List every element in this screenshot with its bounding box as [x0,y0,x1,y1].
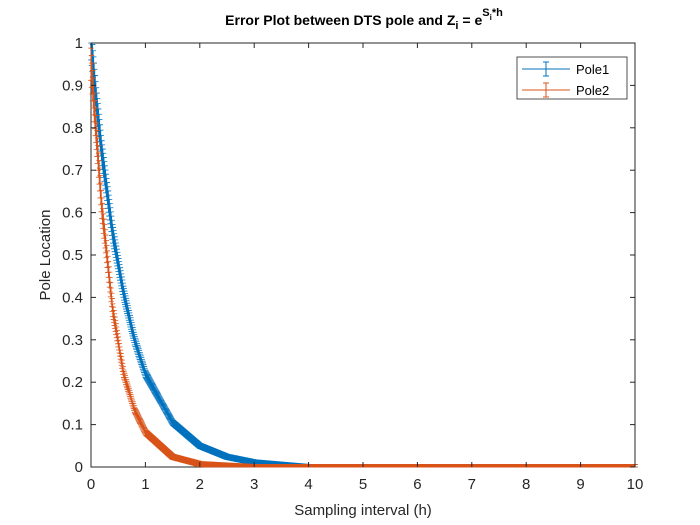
legend-item-pole1: Pole1 [522,61,609,77]
chart-title: Error Plot between DTS pole and Zi = eSi… [225,7,503,32]
y-tick-label: 0.4 [62,289,83,306]
error-bars [88,47,638,468]
y-axis-label: Pole Location [37,210,54,301]
x-tick-label: 1 [141,476,149,493]
y-tick-label: 0 [75,459,83,476]
x-tick-label: 7 [468,476,476,493]
y-tick-label: 0.2 [62,374,83,391]
y-tick-label: 0.7 [62,162,83,179]
axes-box [90,42,636,468]
legend-label: Pole2 [576,83,609,98]
legend-item-pole2: Pole2 [522,82,609,98]
legend: Pole1 Pole2 [516,56,628,100]
x-tick-label: 3 [250,476,258,493]
x-tick-label: 6 [413,476,421,493]
legend-box [516,56,628,100]
y-tick-label: 0.8 [62,120,83,137]
legend-label: Pole1 [576,62,609,77]
x-tick-label: 4 [304,476,312,493]
y-tick-label: 0.6 [62,205,83,222]
x-tick-label: 8 [522,476,530,493]
x-tick-label: 0 [87,476,95,493]
y-tick-label: 0.5 [62,247,83,264]
x-tick-label: 5 [359,476,367,493]
x-axis-label: Sampling interval (h) [294,502,432,519]
x-tick-label: 10 [627,476,644,493]
x-tick-label: 9 [576,476,584,493]
y-tick-label: 0.3 [62,332,83,349]
x-tick-label: 2 [196,476,204,493]
y-tick-label: 0.9 [62,77,83,94]
tick-layer: 0 1 2 3 4 5 6 7 8 9 10 0 0.1 0.2 0.3 0.4 0.5 0.6 0.7 0.8 0.9… [62,35,643,493]
y-tick-label: 1 [75,35,83,52]
y-tick-label: 0.1 [62,417,83,434]
